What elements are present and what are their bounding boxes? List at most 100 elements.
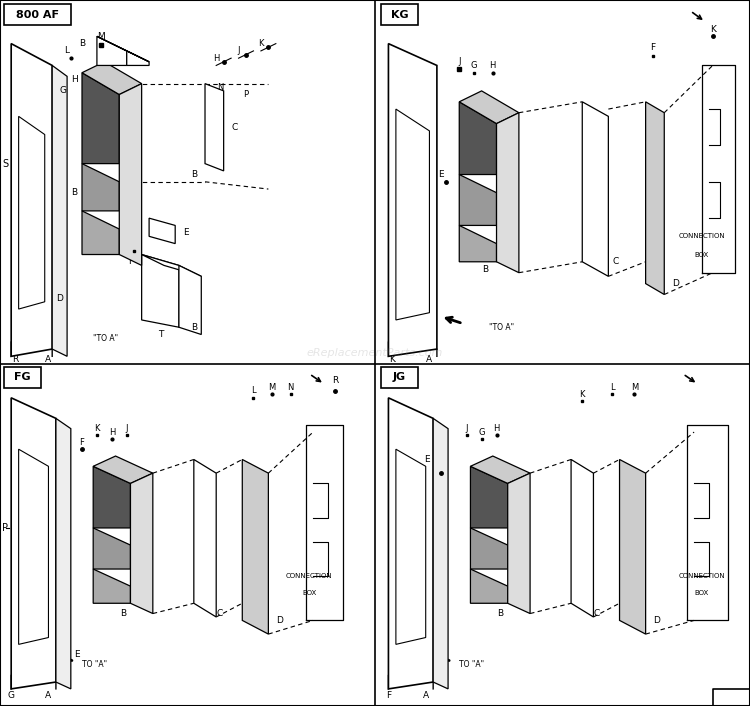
Polygon shape: [470, 569, 508, 603]
Text: B: B: [190, 170, 197, 179]
Text: H: H: [490, 61, 496, 70]
Text: D: D: [653, 616, 660, 625]
Text: C: C: [593, 609, 600, 618]
Text: D: D: [276, 616, 283, 625]
Text: S: S: [2, 159, 9, 169]
Text: M: M: [97, 32, 104, 41]
Text: J: J: [466, 424, 468, 433]
Text: BOX: BOX: [694, 251, 709, 258]
Polygon shape: [205, 83, 224, 171]
Text: TO "A": TO "A": [459, 660, 484, 669]
Text: B: B: [71, 189, 77, 197]
Text: TO "A": TO "A": [82, 660, 107, 669]
Polygon shape: [53, 66, 67, 357]
Polygon shape: [19, 449, 49, 645]
Text: G: G: [478, 428, 484, 436]
Polygon shape: [82, 62, 142, 95]
Polygon shape: [646, 102, 664, 294]
Text: CONNECTION: CONNECTION: [678, 234, 724, 239]
Bar: [381, 4, 419, 25]
Polygon shape: [571, 460, 593, 617]
Text: G: G: [471, 61, 478, 70]
Text: K: K: [580, 390, 585, 399]
Text: "TO A": "TO A": [93, 334, 118, 342]
Text: D: D: [56, 294, 63, 303]
Text: JG: JG: [393, 372, 406, 382]
Text: L: L: [610, 383, 614, 392]
Polygon shape: [93, 528, 130, 569]
Text: F: F: [650, 43, 656, 52]
Polygon shape: [93, 467, 130, 528]
Text: R: R: [332, 376, 338, 385]
Polygon shape: [127, 51, 149, 66]
Text: CONNECTION: CONNECTION: [678, 573, 724, 579]
Text: A: A: [423, 691, 429, 700]
Text: eReplacementParts.com: eReplacementParts.com: [307, 348, 443, 358]
Polygon shape: [396, 449, 426, 645]
Text: H: H: [494, 424, 500, 433]
Polygon shape: [93, 456, 153, 484]
Text: R: R: [12, 355, 18, 364]
Polygon shape: [130, 473, 153, 614]
Text: J: J: [125, 424, 128, 433]
Text: L: L: [251, 386, 256, 395]
Text: G: G: [8, 691, 15, 700]
Text: K: K: [389, 355, 395, 364]
Text: B: B: [79, 39, 85, 48]
Text: H: H: [71, 76, 78, 85]
Text: H: H: [109, 428, 115, 436]
Text: B: B: [120, 609, 126, 618]
Text: K: K: [258, 39, 264, 48]
Polygon shape: [179, 265, 201, 335]
Polygon shape: [11, 44, 53, 357]
Polygon shape: [470, 528, 508, 569]
Polygon shape: [82, 164, 119, 211]
Bar: [381, 367, 419, 388]
Text: C: C: [612, 257, 618, 266]
Text: N: N: [217, 83, 223, 92]
Text: A: A: [46, 691, 52, 700]
Polygon shape: [82, 73, 119, 164]
Text: E: E: [74, 650, 80, 659]
Text: E: E: [424, 455, 430, 464]
Polygon shape: [459, 91, 519, 124]
Text: FG: FG: [14, 372, 31, 382]
Text: M: M: [631, 383, 638, 392]
Polygon shape: [82, 211, 119, 255]
Text: C: C: [216, 609, 223, 618]
Text: H: H: [213, 54, 220, 63]
Text: N: N: [287, 383, 294, 392]
Polygon shape: [470, 467, 508, 528]
Text: M: M: [268, 383, 276, 392]
Polygon shape: [496, 113, 519, 273]
Polygon shape: [149, 218, 176, 244]
Text: CONNECTION: CONNECTION: [286, 573, 333, 579]
Polygon shape: [582, 102, 608, 276]
Text: B: B: [482, 265, 488, 273]
Text: K: K: [94, 424, 100, 433]
Polygon shape: [56, 419, 70, 689]
Bar: [4, 4, 70, 25]
Polygon shape: [97, 36, 127, 66]
Polygon shape: [19, 116, 45, 309]
Text: D: D: [672, 279, 679, 288]
Polygon shape: [119, 83, 142, 265]
Polygon shape: [508, 473, 530, 614]
Text: G: G: [60, 86, 67, 95]
Text: B: B: [190, 323, 197, 332]
Polygon shape: [142, 255, 179, 328]
Text: BOX: BOX: [302, 590, 316, 596]
Bar: [4, 367, 41, 388]
Polygon shape: [194, 460, 216, 617]
Polygon shape: [242, 460, 268, 634]
Text: J: J: [237, 47, 240, 55]
Polygon shape: [459, 102, 497, 174]
Polygon shape: [97, 36, 149, 62]
Text: "TO A": "TO A": [489, 323, 514, 332]
Polygon shape: [459, 174, 497, 225]
Text: J: J: [458, 57, 460, 66]
Text: E: E: [438, 170, 443, 179]
Text: L: L: [64, 47, 70, 55]
Text: F: F: [386, 691, 391, 700]
Text: BOX: BOX: [694, 590, 709, 596]
